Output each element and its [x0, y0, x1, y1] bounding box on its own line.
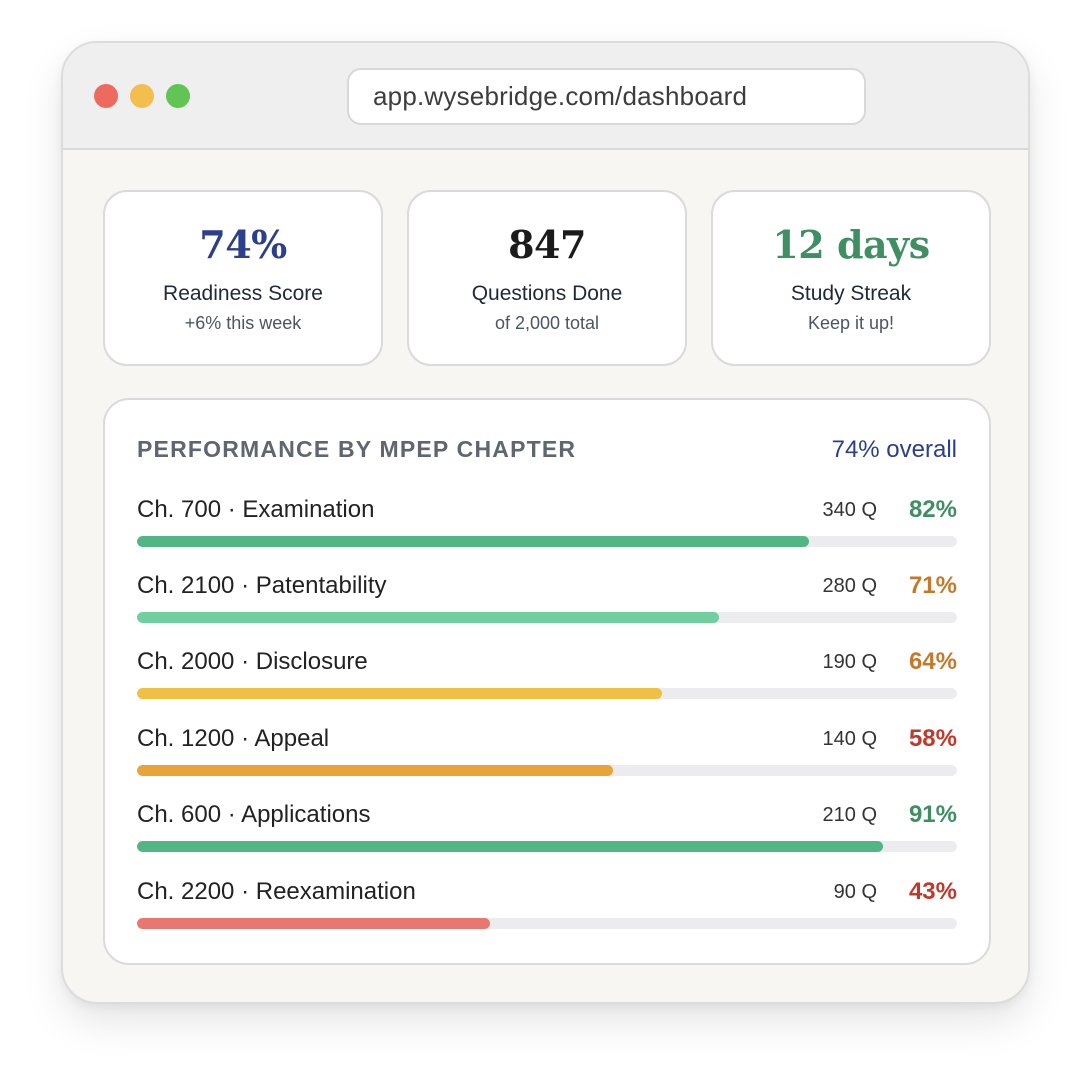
chapter-row[interactable]: Ch. 2200 · Reexamination 90 Q 43%	[137, 878, 957, 938]
progress-fill	[137, 765, 613, 776]
questions-done-label: Questions Done	[471, 282, 623, 305]
question-count: 210 Q	[822, 804, 877, 826]
chapter-percent: 43%	[908, 878, 957, 905]
readiness-score-label: Readiness Score	[163, 282, 323, 305]
readiness-score-value: 74%	[199, 222, 287, 267]
question-count: 280 Q	[822, 575, 877, 597]
overall-percent: 74% overall	[831, 436, 957, 463]
chapter-row[interactable]: Ch. 700 · Examination 340 Q 82%	[137, 496, 957, 556]
study-streak-label: Study Streak	[790, 282, 912, 305]
progress-track	[137, 765, 957, 776]
progress-fill	[137, 918, 490, 929]
stat-card-readiness: 74% Readiness Score +6% this week	[103, 190, 383, 366]
minimize-window-button[interactable]	[130, 84, 154, 108]
chapter-percent: 71%	[908, 572, 957, 599]
progress-fill	[137, 841, 884, 852]
study-streak-sub: Keep it up!	[807, 313, 895, 333]
chapter-row[interactable]: Ch. 2100 · Patentability 280 Q 71%	[137, 572, 957, 632]
progress-track	[137, 688, 957, 699]
chapter-percent: 82%	[908, 496, 957, 523]
chapter-percent: 64%	[908, 648, 957, 675]
progress-track	[137, 536, 957, 547]
address-bar[interactable]: app.wysebridge.com/dashboard	[347, 68, 866, 125]
study-streak-value: 12 days	[772, 222, 930, 267]
question-count: 340 Q	[822, 499, 877, 521]
chapter-name: Ch. 600 · Applications	[137, 801, 371, 828]
chapter-name: Ch. 1200 · Appeal	[137, 725, 330, 752]
question-count: 140 Q	[822, 728, 877, 750]
question-count: 90 Q	[833, 881, 877, 903]
progress-fill	[137, 688, 662, 699]
chapter-name: Ch. 2000 · Disclosure	[137, 648, 368, 675]
questions-done-value: 847	[508, 222, 586, 267]
readiness-score-sub: +6% this week	[184, 313, 302, 333]
progress-track	[137, 841, 957, 852]
chapter-row[interactable]: Ch. 600 · Applications 210 Q 91%	[137, 801, 957, 861]
chapter-name: Ch. 700 · Examination	[137, 496, 375, 523]
question-count: 190 Q	[822, 651, 877, 673]
performance-panel: PERFORMANCE BY MPEP CHAPTER 74% overall …	[103, 398, 991, 965]
chapter-name: Ch. 2200 · Reexamination	[137, 878, 416, 905]
chapter-row[interactable]: Ch. 1200 · Appeal 140 Q 58%	[137, 725, 957, 785]
close-window-button[interactable]	[94, 84, 118, 108]
progress-fill	[137, 612, 720, 623]
progress-track	[137, 918, 957, 929]
title-bar: app.wysebridge.com/dashboard	[63, 43, 1028, 150]
chapter-row[interactable]: Ch. 2000 · Disclosure 190 Q 64%	[137, 648, 957, 708]
stat-card-streak: 12 days Study Streak Keep it up!	[711, 190, 991, 366]
browser-window: app.wysebridge.com/dashboard 74% Readine…	[61, 41, 1030, 1004]
chapter-percent: 58%	[908, 725, 957, 752]
maximize-window-button[interactable]	[166, 84, 190, 108]
chapter-percent: 91%	[908, 801, 957, 828]
progress-track	[137, 612, 957, 623]
questions-done-sub: of 2,000 total	[494, 313, 600, 333]
progress-fill	[137, 536, 810, 547]
chapter-name: Ch. 2100 · Patentability	[137, 572, 387, 599]
stat-card-questions: 847 Questions Done of 2,000 total	[407, 190, 687, 366]
performance-title: PERFORMANCE BY MPEP CHAPTER	[137, 436, 577, 462]
